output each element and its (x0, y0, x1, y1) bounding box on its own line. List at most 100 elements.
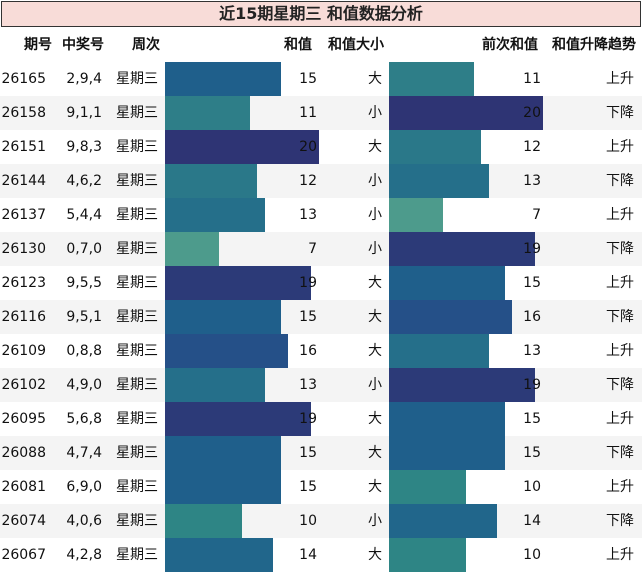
cell-issue: 26067 (1, 547, 46, 563)
cell-size: 大 (368, 309, 382, 325)
cell-numbers: 0,8,8 (66, 343, 102, 359)
sum-bar (165, 232, 219, 266)
prev-sum-bar (389, 538, 466, 572)
prev-sum-bar-label: 20 (523, 105, 541, 121)
table-row: 26123 9,5,5 星期三 19 大 15 上升 (0, 266, 642, 300)
cell-size: 大 (368, 411, 382, 427)
cell-size: 大 (368, 275, 382, 291)
sum-bar-label: 12 (299, 173, 317, 189)
sum-bar (165, 504, 242, 538)
table-row: 26102 4,9,0 星期三 13 小 19 下降 (0, 368, 642, 402)
sum-bar-label: 13 (299, 377, 317, 393)
cell-trend: 上升 (606, 207, 634, 223)
table-row: 26109 0,8,8 星期三 16 大 13 上升 (0, 334, 642, 368)
cell-trend: 下降 (606, 173, 634, 189)
cell-numbers: 4,6,2 (66, 173, 102, 189)
sum-bar (165, 164, 257, 198)
cell-weekday: 星期三 (116, 479, 158, 495)
table-row: 26130 0,7,0 星期三 7 小 19 下降 (0, 232, 642, 266)
sum-bar (165, 130, 319, 164)
table-row: 26158 9,1,1 星期三 11 小 20 下降 (0, 96, 642, 130)
cell-issue: 26095 (1, 411, 46, 427)
hdr-trend: 和值升降趋势 (552, 37, 636, 53)
sum-bar (165, 538, 273, 572)
cell-trend: 上升 (606, 479, 634, 495)
prev-sum-bar-label: 16 (523, 309, 541, 325)
table-row: 26081 6,9,0 星期三 15 大 10 上升 (0, 470, 642, 504)
cell-numbers: 0,7,0 (66, 241, 102, 257)
prev-sum-bar-label: 11 (523, 71, 541, 87)
cell-numbers: 9,5,5 (66, 275, 102, 291)
table-row: 26144 4,6,2 星期三 12 小 13 下降 (0, 164, 642, 198)
prev-sum-bar (389, 470, 466, 504)
table-row: 26067 4,2,8 星期三 14 大 10 上升 (0, 538, 642, 572)
table-row: 26137 5,4,4 星期三 13 小 7 上升 (0, 198, 642, 232)
cell-weekday: 星期三 (116, 173, 158, 189)
cell-size: 小 (368, 377, 382, 393)
sum-bar-label: 15 (299, 71, 317, 87)
cell-size: 大 (368, 445, 382, 461)
prev-sum-bar (389, 436, 505, 470)
sum-bar-label: 15 (299, 309, 317, 325)
cell-size: 小 (368, 513, 382, 529)
prev-sum-bar-label: 13 (523, 173, 541, 189)
prev-sum-bar (389, 96, 543, 130)
cell-size: 大 (368, 343, 382, 359)
prev-sum-bar (389, 164, 489, 198)
cell-trend: 下降 (606, 513, 634, 529)
hdr-issue: 期号 (24, 37, 52, 53)
cell-numbers: 5,6,8 (66, 411, 102, 427)
hdr-size: 和值大小 (328, 37, 384, 53)
prev-sum-bar-label: 12 (523, 139, 541, 155)
sum-bar-label: 15 (299, 445, 317, 461)
sum-bar-label: 14 (299, 547, 317, 563)
sum-bar-label: 13 (299, 207, 317, 223)
cell-numbers: 4,0,6 (66, 513, 102, 529)
cell-issue: 26123 (1, 275, 46, 291)
cell-numbers: 6,9,0 (66, 479, 102, 495)
cell-issue: 26116 (1, 309, 46, 325)
cell-numbers: 9,1,1 (66, 105, 102, 121)
sum-bar-label: 16 (299, 343, 317, 359)
sum-bar-label: 20 (299, 139, 317, 155)
cell-trend: 上升 (606, 411, 634, 427)
cell-trend: 下降 (606, 241, 634, 257)
cell-weekday: 星期三 (116, 207, 158, 223)
cell-issue: 26144 (1, 173, 46, 189)
cell-issue: 26102 (1, 377, 46, 393)
cell-issue: 26151 (1, 139, 46, 155)
prev-sum-bar-label: 10 (523, 479, 541, 495)
cell-weekday: 星期三 (116, 513, 158, 529)
cell-size: 小 (368, 207, 382, 223)
cell-issue: 26130 (1, 241, 46, 257)
prev-sum-bar (389, 266, 505, 300)
prev-sum-bar-label: 15 (523, 411, 541, 427)
cell-weekday: 星期三 (116, 275, 158, 291)
table-row: 26088 4,7,4 星期三 15 大 15 下降 (0, 436, 642, 470)
cell-weekday: 星期三 (116, 445, 158, 461)
table-row: 26074 4,0,6 星期三 10 小 14 下降 (0, 504, 642, 538)
cell-trend: 上升 (606, 275, 634, 291)
sum-bar (165, 402, 311, 436)
sum-bar (165, 96, 250, 130)
cell-issue: 26109 (1, 343, 46, 359)
cell-size: 大 (368, 139, 382, 155)
prev-sum-bar-label: 14 (523, 513, 541, 529)
prev-sum-bar-label: 7 (532, 207, 541, 223)
prev-sum-bar (389, 300, 512, 334)
cell-size: 小 (368, 105, 382, 121)
prev-sum-bar-label: 19 (523, 377, 541, 393)
sum-bar-label: 10 (299, 513, 317, 529)
cell-issue: 26081 (1, 479, 46, 495)
sum-bar (165, 300, 281, 334)
sum-bar (165, 198, 265, 232)
prev-sum-bar-label: 15 (523, 275, 541, 291)
prev-sum-bar (389, 62, 474, 96)
cell-numbers: 4,9,0 (66, 377, 102, 393)
prev-sum-bar (389, 368, 535, 402)
cell-weekday: 星期三 (116, 309, 158, 325)
cell-trend: 下降 (606, 105, 634, 121)
cell-issue: 26088 (1, 445, 46, 461)
cell-size: 大 (368, 547, 382, 563)
cell-issue: 26158 (1, 105, 46, 121)
